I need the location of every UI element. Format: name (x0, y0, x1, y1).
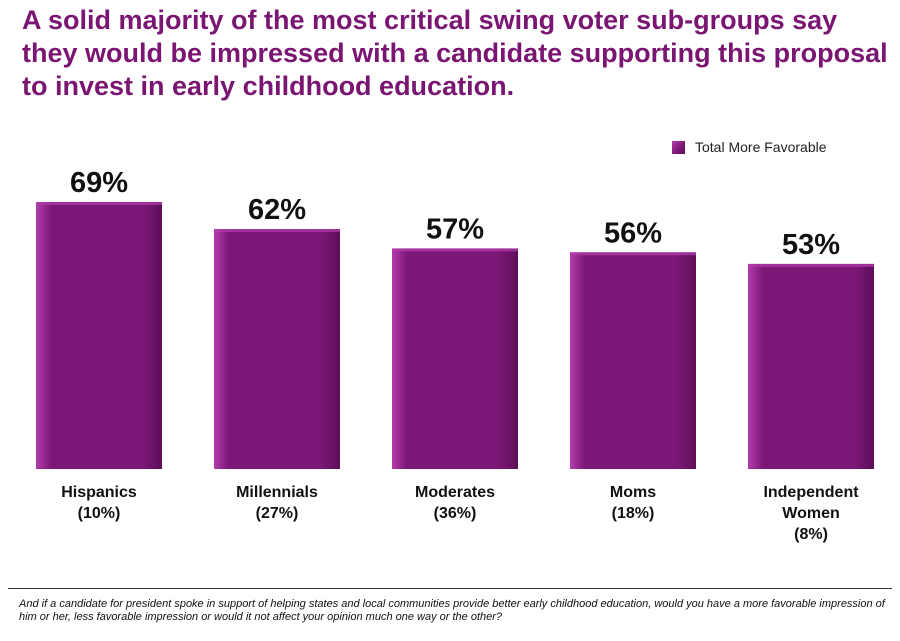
chart-legend: Total More Favorable (672, 139, 827, 155)
bar-value-label: 69% (70, 167, 128, 199)
category-label: Moms (610, 484, 656, 501)
category-label: Independent (763, 484, 859, 501)
bar (570, 252, 696, 469)
category-label: (18%) (612, 505, 655, 522)
page-title: A solid majority of the most critical sw… (22, 5, 888, 101)
bars-layer: 69% Hispanics (10%) 62% Millennials (27%) 57% M… (36, 167, 874, 543)
category-label: (8%) (794, 526, 828, 543)
bar (36, 202, 162, 469)
category-label: (27%) (256, 505, 299, 522)
bar-top-highlight (214, 229, 340, 233)
bar-value-label: 57% (426, 213, 484, 245)
bar (392, 248, 518, 469)
bar-value-label: 53% (782, 229, 840, 261)
footer-divider (8, 588, 892, 589)
bar-top-highlight (36, 202, 162, 205)
legend-swatch-icon (672, 140, 685, 154)
category-label: (10%) (78, 505, 121, 522)
bar-value-label: 56% (604, 217, 662, 249)
bar-top-highlight (570, 252, 696, 256)
bar-top-highlight (748, 263, 874, 267)
category-label: (36%) (434, 505, 477, 522)
category-label: Hispanics (61, 484, 137, 501)
legend-label: Total More Favorable (695, 139, 827, 155)
bar-top-highlight (392, 248, 518, 252)
bar (748, 263, 874, 469)
bar-value-label: 62% (248, 194, 306, 226)
question-footnote: And if a candidate for president spoke i… (19, 598, 885, 623)
category-label: Moderates (415, 484, 495, 501)
category-label: Millennials (236, 484, 318, 501)
bar (214, 229, 340, 469)
category-label: Women (782, 505, 839, 522)
